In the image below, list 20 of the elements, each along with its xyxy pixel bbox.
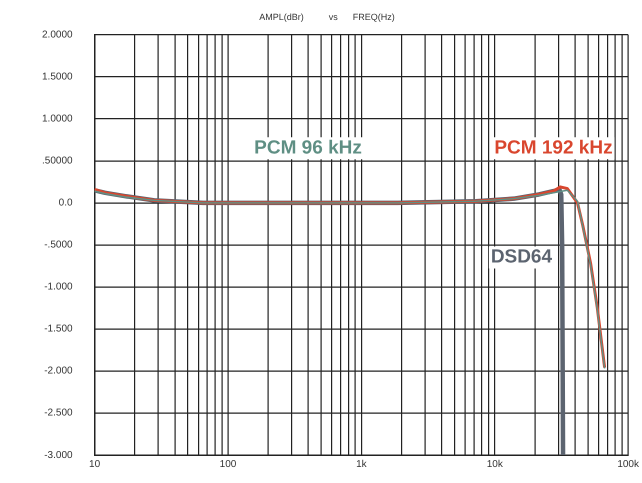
y-tick-label: 1.5000 [42,72,74,83]
series-label: DSD64 [490,246,552,268]
y-tick-label: 0.0 [58,198,74,209]
y-tick-label: -2.000 [44,366,74,377]
text: PCM 192 kHz [494,137,613,158]
x-tick-label: 10 [89,458,101,470]
y-tick-label: -3.000 [44,450,74,461]
y-tick-label: -.5000 [44,240,74,251]
y-tick-label: -1.000 [44,282,74,293]
y-tick-label: -1.500 [44,324,74,335]
y-tick-label: 1.0000 [42,114,74,125]
text: PCM 96 kHz [254,137,362,158]
x-tick-label: 1k [356,458,368,470]
y-tick-label: .50000 [42,156,74,167]
x-tick-label: 100k [617,458,640,470]
x-tick-label: 10k [486,458,504,470]
chart-title: AMPL(dBr) vs FREQ(Hz) [259,12,395,22]
x-tick-label: 100 [220,458,237,470]
y-tick-label: -2.500 [44,408,74,419]
y-tick-label: 2.0000 [42,30,74,41]
